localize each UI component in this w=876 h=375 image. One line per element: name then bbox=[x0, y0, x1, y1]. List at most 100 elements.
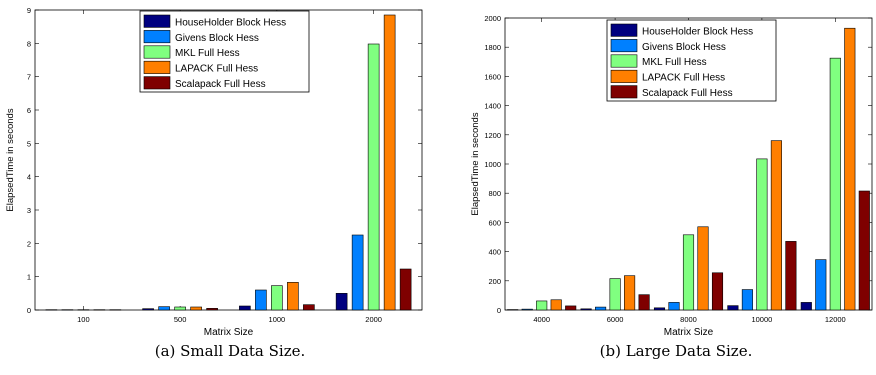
y-tick-label: 1400 bbox=[484, 102, 501, 111]
plot-frame bbox=[34, 9, 423, 311]
legend-swatch bbox=[610, 69, 638, 83]
bar bbox=[45, 309, 58, 311]
bar bbox=[727, 305, 739, 311]
bar bbox=[697, 226, 709, 311]
y-tick-label: 800 bbox=[488, 189, 501, 198]
bar bbox=[383, 14, 396, 311]
caption-large: (b) Large Data Size. bbox=[599, 342, 753, 360]
bar bbox=[93, 309, 106, 311]
x-tick-label: 500 bbox=[174, 315, 187, 324]
y-tick-label: 1000 bbox=[484, 160, 501, 169]
legend-label: LAPACK Full Hess bbox=[642, 73, 725, 84]
y-tick-label: 6 bbox=[27, 106, 31, 115]
bar bbox=[638, 294, 650, 311]
y-axis-label: ElapsedTime in seconds bbox=[470, 112, 481, 215]
y-tick-label: 400 bbox=[488, 248, 501, 257]
bar bbox=[858, 190, 870, 311]
x-tick-label: 100 bbox=[77, 315, 90, 324]
legend-label: Givens Block Hess bbox=[175, 33, 259, 44]
bar bbox=[653, 307, 666, 311]
x-tick-label: 1000 bbox=[269, 315, 286, 324]
y-tick-label: 4 bbox=[27, 173, 31, 182]
bar bbox=[109, 309, 122, 311]
chart-panel-small: 0 1 2 3 4 5 6 7 8 9 100 500 1000 2000 Matrix Size Elaps… bbox=[0, 0, 440, 340]
bar bbox=[399, 268, 412, 311]
x-tick-label: 8000 bbox=[680, 315, 697, 324]
bar bbox=[565, 305, 577, 311]
x-axis-label: Matrix Size bbox=[664, 327, 714, 338]
y-tick-label: 8 bbox=[27, 39, 31, 48]
y-tick-label: 1800 bbox=[484, 43, 501, 52]
legend-label: Givens Block Hess bbox=[642, 42, 726, 53]
bar bbox=[271, 285, 283, 311]
bar bbox=[815, 259, 827, 311]
bar bbox=[800, 302, 812, 311]
bar bbox=[507, 309, 519, 311]
y-tick-label: 7 bbox=[27, 73, 31, 82]
bar bbox=[521, 308, 533, 311]
x-tick-label: 2000 bbox=[365, 315, 382, 324]
y-tick-label: 2000 bbox=[484, 14, 501, 23]
bar bbox=[287, 282, 299, 311]
y-tick-label: 2 bbox=[27, 239, 31, 248]
y-tick-label: 200 bbox=[488, 277, 501, 286]
y-tick-label: 0 bbox=[497, 306, 501, 315]
legend-label: Scalapack Full Hess bbox=[642, 88, 733, 99]
bar-chart-large-data-size: 0 200 400 600 800 1000 1200 1400 1600 1800 2000 400… bbox=[470, 14, 873, 338]
y-tick-label: 5 bbox=[27, 139, 31, 148]
y-tick-label: 1200 bbox=[484, 131, 501, 140]
y-tick-label: 1 bbox=[27, 273, 31, 282]
y-tick-label: 600 bbox=[488, 218, 501, 227]
y-tick-label: 1600 bbox=[484, 72, 501, 81]
bar bbox=[174, 306, 186, 311]
bar bbox=[367, 43, 380, 311]
bar bbox=[609, 278, 621, 311]
x-axis-label: Matrix Size bbox=[204, 327, 254, 338]
legend-swatch bbox=[143, 76, 171, 90]
legend-swatch bbox=[610, 85, 638, 99]
bar bbox=[190, 306, 202, 311]
caption-small: (a) Small Data Size. bbox=[154, 342, 306, 360]
bar bbox=[142, 308, 154, 311]
bar bbox=[624, 275, 636, 311]
bar bbox=[255, 289, 267, 311]
legend-swatch bbox=[610, 23, 638, 37]
legend-swatch bbox=[610, 54, 638, 68]
y-tick-label: 3 bbox=[27, 206, 31, 215]
bar bbox=[829, 57, 841, 311]
legend-label: MKL Full Hess bbox=[175, 48, 240, 59]
bar bbox=[668, 302, 680, 311]
x-tick-label: 6000 bbox=[607, 315, 624, 324]
y-axis-label: ElapsedTime in seconds bbox=[5, 108, 16, 211]
y-tick-label: 9 bbox=[27, 6, 31, 15]
chart-panel-large: 0 200 400 600 800 1000 1200 1400 1600 1800 2000 400… bbox=[440, 0, 876, 340]
bar bbox=[711, 272, 724, 311]
legend-swatch bbox=[610, 39, 638, 53]
bar bbox=[682, 234, 695, 311]
bar bbox=[158, 306, 170, 311]
legend-label: Scalapack Full Hess bbox=[175, 79, 266, 90]
bar bbox=[770, 140, 782, 311]
bar bbox=[77, 309, 90, 311]
bar bbox=[335, 293, 348, 311]
x-tick-label: 12000 bbox=[825, 315, 846, 324]
legend-label: HouseHolder Block Hess bbox=[175, 17, 286, 28]
bar bbox=[844, 27, 856, 311]
bar-chart-small-data-size: 0 1 2 3 4 5 6 7 8 9 100 500 1000 2000 Matrix Size Elaps… bbox=[5, 6, 423, 338]
legend-label: MKL Full Hess bbox=[642, 57, 707, 68]
bar bbox=[303, 304, 315, 311]
y-tick-label: 0 bbox=[27, 306, 31, 315]
bar bbox=[239, 305, 251, 311]
bar bbox=[61, 309, 74, 311]
legend-swatch bbox=[143, 60, 171, 74]
x-tick-label: 4000 bbox=[533, 315, 550, 324]
legend-label: LAPACK Full Hess bbox=[175, 64, 258, 75]
bar bbox=[741, 289, 753, 311]
legend-swatch bbox=[143, 30, 171, 44]
legend-swatch bbox=[143, 45, 171, 59]
x-tick-label: 10000 bbox=[751, 315, 772, 324]
bar bbox=[785, 241, 797, 311]
legend-label: HouseHolder Block Hess bbox=[642, 26, 753, 37]
bar bbox=[580, 308, 592, 311]
bar bbox=[550, 299, 562, 311]
